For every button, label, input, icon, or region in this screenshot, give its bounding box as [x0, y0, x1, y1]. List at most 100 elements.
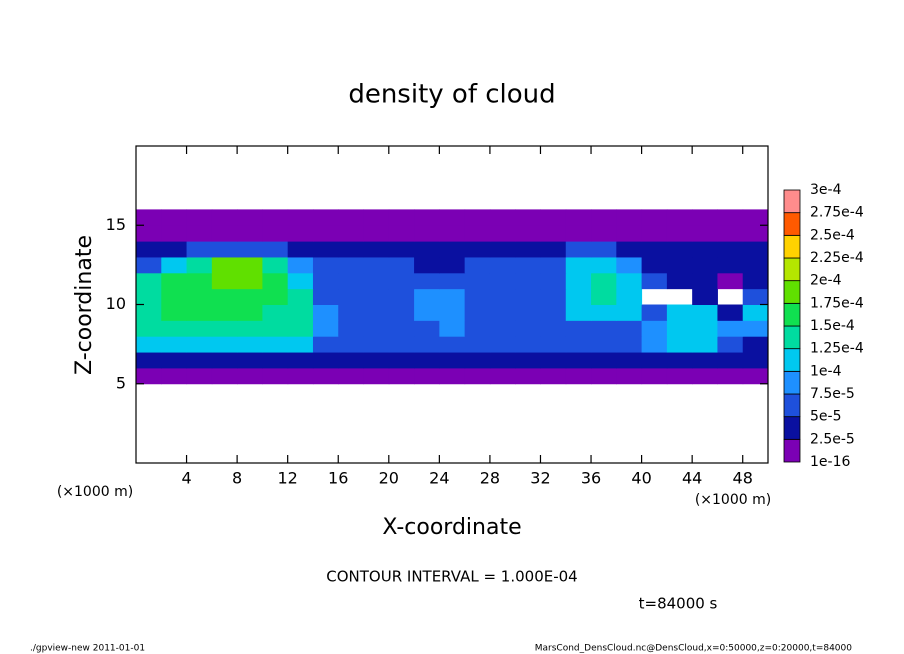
field-cell: [591, 225, 617, 242]
colorbar-label: 1.5e-4: [810, 318, 855, 334]
field-cell: [262, 320, 289, 337]
field-cell: [742, 288, 769, 305]
field-cell: [414, 225, 440, 242]
field-cell: [388, 225, 415, 242]
field-cell: [692, 225, 718, 242]
field-cell: [641, 225, 668, 242]
field-cell: [136, 288, 162, 305]
field-cell: [287, 367, 314, 385]
field-cell: [591, 209, 617, 226]
field-cell: [489, 209, 516, 226]
field-cell: [363, 336, 390, 353]
field-cell: [338, 336, 365, 353]
field-cell: [515, 256, 541, 274]
colorbar-band: [783, 212, 801, 236]
field-cell: [338, 352, 365, 369]
field-cell: [616, 336, 643, 353]
field-cell: [489, 272, 516, 290]
field-cell: [666, 352, 693, 369]
field-cell: [464, 241, 491, 258]
field-cell: [515, 320, 541, 337]
field-cell: [161, 320, 188, 337]
field-cell: [414, 272, 440, 290]
field-cell: [439, 352, 466, 369]
x-tick-label: 32: [530, 469, 550, 488]
field-cell: [666, 320, 693, 337]
field-cell: [388, 209, 415, 226]
field-cell: [439, 320, 466, 337]
field-cell: [540, 288, 567, 305]
field-cell: [363, 209, 390, 226]
field-cell: [742, 320, 769, 337]
field-cell: [363, 225, 390, 242]
field-cell: [540, 256, 567, 274]
field-cell: [287, 320, 314, 337]
field-cell: [489, 288, 516, 305]
field-cell: [616, 320, 643, 337]
field-cell: [136, 367, 162, 385]
field-cell: [464, 304, 491, 321]
field-cell: [489, 256, 516, 274]
field-cell: [515, 241, 541, 258]
field-cell: [641, 352, 668, 369]
field-cell: [439, 288, 466, 305]
field-cell: [717, 256, 744, 274]
field-cell: [666, 241, 693, 258]
field-cell: [666, 336, 693, 353]
field-cell: [464, 225, 491, 242]
field-cell: [312, 367, 339, 385]
y-tick-label: 10: [106, 294, 126, 313]
field-cell: [262, 352, 289, 369]
field-cell: [591, 352, 617, 369]
x-tick-label: 24: [429, 469, 449, 488]
field-cell: [388, 336, 415, 353]
field-cell: [616, 367, 643, 385]
field-cell: [591, 288, 617, 305]
field-cell: [136, 336, 162, 353]
field-cell: [666, 209, 693, 226]
field-cell: [338, 304, 365, 321]
field-cell: [414, 336, 440, 353]
field-cell: [591, 272, 617, 290]
colorbar-label: 1e-16: [810, 454, 850, 470]
field-cell: [237, 272, 263, 290]
field-cell: [540, 272, 567, 290]
colorbar-label: 5e-5: [810, 409, 841, 425]
field-cell: [161, 241, 188, 258]
field-cell: [287, 241, 314, 258]
field-cell: [363, 320, 390, 337]
colorbar-band: [783, 257, 801, 282]
field-cell: [414, 367, 440, 385]
colorbar-label: 1.25e-4: [810, 341, 864, 357]
field-cell: [388, 256, 415, 274]
field-cell: [565, 320, 592, 337]
field-cell: [414, 209, 440, 226]
x-tick-label: 16: [328, 469, 348, 488]
field-cell: [565, 367, 592, 385]
field-cell: [489, 352, 516, 369]
field-cell: [464, 336, 491, 353]
field-cell: [262, 225, 289, 242]
field-cell: [616, 256, 643, 274]
field-cell: [439, 209, 466, 226]
field-cell: [363, 288, 390, 305]
field-cell: [540, 320, 567, 337]
y-axis-label: Z-coordinate: [72, 235, 97, 375]
colorbar-label: 3e-4: [810, 182, 842, 198]
colorbar-label: 1e-4: [810, 363, 842, 379]
field-cell: [565, 209, 592, 226]
field-cell: [616, 288, 643, 305]
field-cell: [515, 288, 541, 305]
field-cell: [211, 320, 238, 337]
field-cell: [489, 367, 516, 385]
field-cell: [641, 320, 668, 337]
field-cell: [692, 367, 718, 385]
x-unit-label: (×1000 m): [695, 492, 771, 508]
field-cell: [338, 209, 365, 226]
field-cell: [742, 336, 769, 353]
field-cell: [211, 256, 238, 274]
colorbar-label: 1.75e-4: [810, 295, 864, 311]
field-cell: [338, 367, 365, 385]
field-cell: [388, 272, 415, 290]
field-cell: [136, 225, 162, 242]
